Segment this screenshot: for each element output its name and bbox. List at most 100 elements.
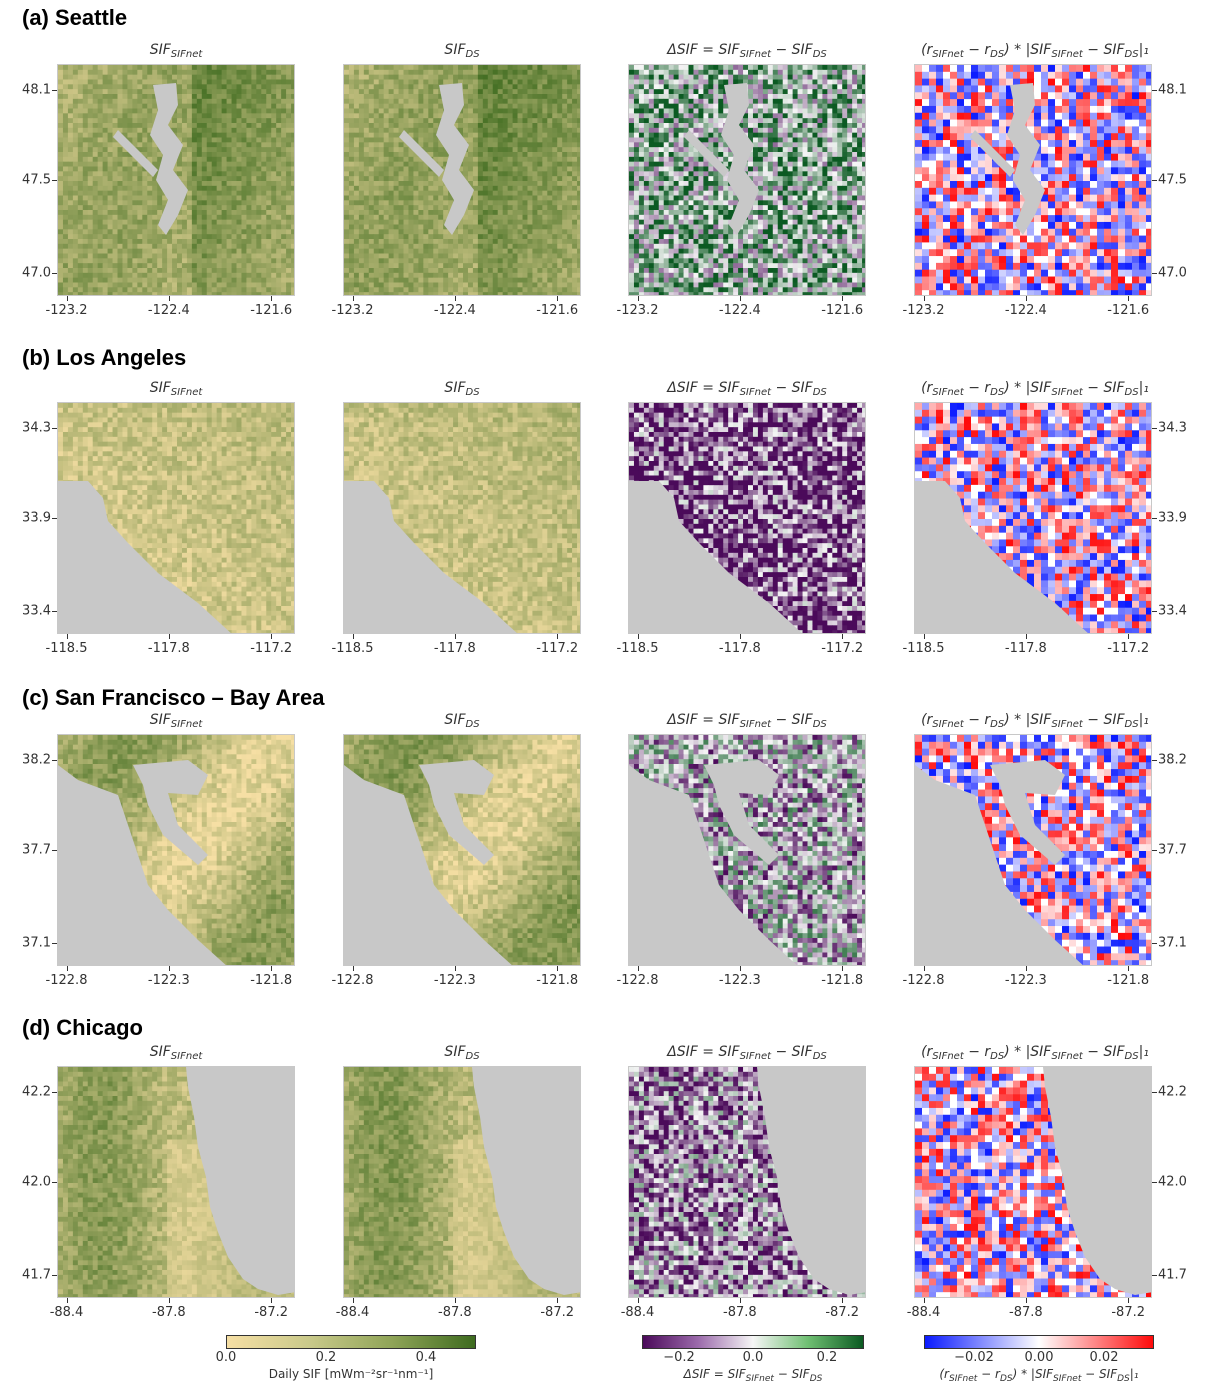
panel-title: SIFSIFnet: [150, 1044, 203, 1062]
y-tick-label: 34.3: [22, 420, 57, 435]
y-tick-mark: [1152, 180, 1157, 181]
colorbar-contrib: [924, 1335, 1154, 1349]
x-tick-label: -123.2: [46, 303, 88, 318]
x-tick-mark: [168, 1298, 170, 1303]
panel-title: (rSIFnet − rDS) * |SIFSIFnet − SIFDS|₁: [921, 380, 1149, 398]
panel-title: ΔSIF = SIFSIFnet − SIFDS: [667, 380, 827, 398]
panel-title: SIFDS: [444, 380, 479, 398]
x-tick-label: -87.8: [438, 1305, 472, 1320]
x-tick-label: -121.8: [250, 973, 292, 988]
y-tick-mark: [1152, 759, 1157, 761]
region-title: (b) Los Angeles: [22, 345, 186, 371]
y-tick-mark: [52, 759, 57, 761]
colorbar-sif-tick: 0.0: [216, 1350, 237, 1365]
y-tick-mark: [52, 518, 57, 519]
y-tick-mark: [1152, 518, 1157, 519]
x-tick-mark: [842, 966, 844, 971]
water-mask: [344, 760, 512, 965]
y-tick-mark: [52, 89, 57, 91]
map-panel: [628, 402, 866, 634]
water-mask: [113, 83, 188, 235]
x-tick-mark: [923, 966, 925, 971]
map-panel: [57, 1066, 295, 1298]
panel-title: (rSIFnet − rDS) * |SIFSIFnet − SIFDS|₁: [921, 42, 1149, 60]
panel-title: ΔSIF = SIFSIFnet − SIFDS: [667, 712, 827, 730]
y-tick-label: 37.1: [22, 935, 57, 950]
x-tick-label: -117.2: [821, 641, 863, 656]
x-tick-label: -117.2: [536, 641, 578, 656]
map-panel: [343, 1066, 581, 1298]
x-tick-mark: [1025, 634, 1027, 639]
x-tick-label: -122.3: [719, 973, 761, 988]
panel-title: SIFDS: [444, 42, 479, 60]
y-tick-mark: [52, 1091, 57, 1093]
water-mask: [58, 481, 231, 633]
y-tick-label: 47.5: [22, 173, 57, 188]
water-mask: [915, 760, 1083, 965]
x-tick-mark: [1025, 296, 1027, 301]
x-tick-mark: [1128, 1298, 1130, 1303]
y-tick-mark: [1152, 427, 1157, 429]
map-panel: [57, 734, 295, 966]
map-raster: [915, 65, 1151, 295]
water-mask: [629, 481, 802, 633]
x-tick-mark: [637, 966, 639, 971]
panel-title: ΔSIF = SIFSIFnet − SIFDS: [667, 1044, 827, 1062]
x-tick-mark: [1128, 296, 1130, 301]
x-tick-mark: [557, 1298, 559, 1303]
y-tick-label: 47.0: [1152, 265, 1187, 280]
y-tick-mark: [1152, 1091, 1157, 1093]
x-tick-mark: [454, 966, 456, 971]
y-tick-label: 37.7: [1152, 843, 1187, 858]
x-tick-mark: [923, 1298, 925, 1303]
panel-title: SIFSIFnet: [150, 42, 203, 60]
colorbar-sif-label: Daily SIF [mWm⁻²sr⁻¹nm⁻¹]: [269, 1367, 434, 1381]
y-tick-label: 33.4: [22, 603, 57, 618]
x-tick-label: -117.2: [1107, 641, 1149, 656]
x-tick-mark: [1128, 966, 1130, 971]
y-tick-label: 33.9: [22, 511, 57, 526]
x-tick-label: -122.8: [617, 973, 659, 988]
x-tick-label: -87.8: [723, 1305, 757, 1320]
x-tick-label: -121.6: [536, 303, 578, 318]
y-tick-mark: [52, 1274, 57, 1276]
y-tick-mark: [52, 1182, 57, 1183]
colorbar-delta: [642, 1335, 864, 1349]
x-tick-label: -122.8: [46, 973, 88, 988]
y-tick-mark: [1152, 942, 1157, 944]
x-tick-label: -122.3: [434, 973, 476, 988]
y-tick-mark: [1152, 850, 1157, 851]
x-tick-label: -88.4: [50, 1305, 84, 1320]
x-tick-mark: [168, 634, 170, 639]
x-tick-mark: [352, 1298, 354, 1303]
x-tick-mark: [66, 1298, 68, 1303]
x-tick-mark: [168, 966, 170, 971]
y-tick-mark: [1152, 272, 1157, 274]
x-tick-label: -121.8: [1107, 973, 1149, 988]
water-mask: [757, 1067, 865, 1295]
panel-title: SIFSIFnet: [150, 712, 203, 730]
x-tick-mark: [739, 634, 741, 639]
x-tick-label: -121.6: [1107, 303, 1149, 318]
x-tick-label: -117.8: [434, 641, 476, 656]
x-tick-mark: [739, 1298, 741, 1303]
x-tick-label: -123.2: [903, 303, 945, 318]
x-tick-label: -122.3: [148, 973, 190, 988]
x-tick-mark: [739, 296, 741, 301]
y-tick-label: 42.2: [1152, 1084, 1187, 1099]
x-tick-mark: [66, 966, 68, 971]
map-raster: [344, 65, 580, 295]
x-tick-label: -87.2: [1111, 1305, 1145, 1320]
y-tick-mark: [1152, 89, 1157, 91]
water-mask: [186, 1067, 294, 1295]
y-tick-mark: [52, 610, 57, 612]
x-tick-mark: [557, 966, 559, 971]
colorbar-sif-tick: 0.2: [316, 1350, 337, 1365]
region-title: (c) San Francisco – Bay Area: [22, 685, 324, 711]
x-tick-label: -118.5: [617, 641, 659, 656]
x-tick-mark: [66, 634, 68, 639]
x-tick-label: -117.8: [148, 641, 190, 656]
map-panel: [628, 734, 866, 966]
colorbar-delta-tick: 0.2: [817, 1350, 838, 1365]
colorbar-delta-label: ΔSIF = SIFSIFnet − SIFDS: [684, 1367, 823, 1384]
